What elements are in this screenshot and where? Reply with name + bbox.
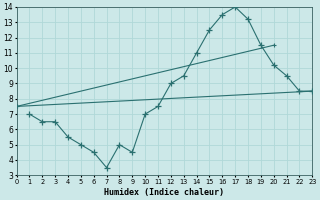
X-axis label: Humidex (Indice chaleur): Humidex (Indice chaleur)	[104, 188, 224, 197]
